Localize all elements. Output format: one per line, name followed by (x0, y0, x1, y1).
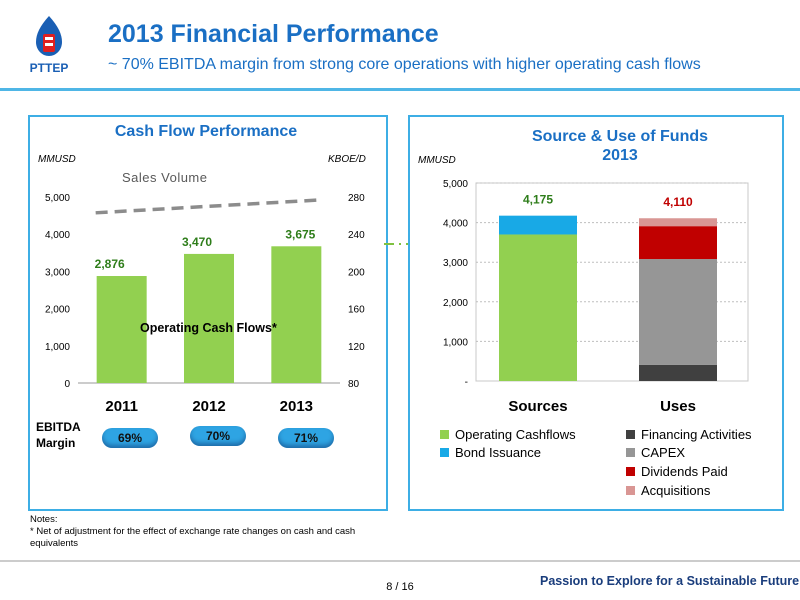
ocf-bar-2012 (184, 253, 234, 383)
left-axis-tick-3: 3,000 (45, 267, 70, 278)
ebitda-margin-2013: 71% (278, 428, 334, 448)
uses-segment-dividends-paid (639, 226, 717, 260)
ebitda-margin-2012: 70% (190, 426, 246, 446)
left-axis-tick-5: 5,000 (45, 193, 70, 204)
pttep-logo: PTTEP (30, 16, 69, 75)
left-axis-tick-0: 0 (64, 379, 70, 390)
header-divider (0, 88, 800, 91)
source-use-title: Source & Use of Funds 2013 (470, 127, 770, 165)
uses-segment-capex (639, 259, 717, 365)
legend-item-acquisitions: Acquisitions (626, 483, 710, 498)
legend-item-financing-activities: Financing Activities (626, 427, 752, 442)
ebitda-margin-label: EBITDA Margin (36, 419, 81, 451)
logo-text: PTTEP (30, 61, 69, 75)
page-title: 2013 Financial Performance (108, 20, 439, 48)
legend-item-bond-issuance: Bond Issuance (440, 445, 541, 460)
ebitda-margin-2011: 69% (102, 428, 158, 448)
legend-label-dividends-paid: Dividends Paid (641, 464, 728, 479)
legend-swatch-capex (626, 448, 635, 457)
notes-heading: Notes: (30, 514, 58, 525)
sales-volume-line (95, 198, 323, 215)
cash-flow-chart: 0 1,000 2,000 3,000 4,000 5,000 80 120 160 200 240… (45, 193, 365, 390)
legend-swatch-financing-activities (626, 430, 635, 439)
legend-item-operating-cashflows: Operating Cashflows (440, 427, 576, 442)
left-axis-tick-2: 2,000 (45, 305, 70, 316)
operating-cash-flows-label: Operating Cash Flows* (140, 321, 277, 335)
legend-swatch-dividends-paid (626, 467, 635, 476)
y-axis-tick-1: 1,000 (443, 337, 468, 348)
legend-label-operating-cashflows: Operating Cashflows (455, 427, 576, 442)
y-axis-tick-3: 3,000 (443, 258, 468, 269)
sources-segment-bond-issuance (499, 215, 577, 235)
source-use-title-line1: Source & Use of Funds (531, 128, 709, 145)
notes: Notes: * Net of adjustment for the effec… (30, 514, 390, 550)
category-label-2013: 2013 (279, 398, 314, 415)
sales-volume-label: Sales Volume (122, 170, 208, 185)
legend-swatch-acquisitions (626, 486, 635, 495)
y-axis-tick-2: 2,000 (443, 298, 468, 309)
left-axis-tick-4: 4,000 (45, 230, 70, 241)
right-axis-unit: KBOE/D (328, 154, 366, 165)
ocf-value-2011: 2,876 (95, 257, 125, 271)
ebitda-label-line2: Margin (36, 436, 76, 450)
legend-label-acquisitions: Acquisitions (641, 483, 711, 498)
right-axis-tick-3: 200 (348, 267, 365, 278)
uses-segment-acquisitions (639, 218, 717, 227)
category-label-2012: 2012 (192, 398, 226, 415)
uses-segment-financing-activities (639, 364, 717, 381)
legend-item-dividends-paid: Dividends Paid (626, 464, 728, 479)
y-axis-tick-0: - (465, 377, 468, 388)
right-axis-tick-0: 80 (348, 379, 360, 390)
right-axis-tick-4: 240 (348, 230, 365, 241)
right-axis-tick-2: 160 (348, 305, 365, 316)
total-label-uses: 4,110 (663, 195, 693, 209)
legend-swatch-operating-cashflows (440, 430, 449, 439)
source-use-panel: Source & Use of Funds 2013 MMUSD - 1,000 2… (408, 115, 784, 511)
cash-flow-title: Cash Flow Performance (114, 123, 298, 140)
legend-label-financing-activities: Financing Activities (641, 427, 752, 442)
right-axis-tick-1: 120 (348, 342, 365, 353)
legend-label-capex: CAPEX (641, 445, 686, 460)
right-axis-tick-5: 280 (348, 193, 365, 204)
sources-segment-operating-cashflows (499, 234, 577, 381)
cash-flow-panel: Cash Flow Performance MMUSD KBOE/D Sales… (28, 115, 388, 511)
total-label-sources: 4,175 (523, 193, 553, 207)
y-axis-tick-4: 4,000 (443, 219, 468, 230)
category-label-2011: 2011 (105, 398, 138, 415)
ebitda-label-line1: EBITDA (36, 420, 81, 434)
ocf-value-2013: 3,675 (285, 227, 315, 241)
category-label-sources: Sources (508, 398, 567, 415)
source-use-chart: - 1,000 2,000 3,000 4,000 5,000 4,175 Sources 4,… (443, 179, 749, 415)
source-use-unit: MMUSD (418, 155, 456, 166)
left-axis-tick-1: 1,000 (45, 342, 70, 353)
category-label-uses: Uses (660, 398, 696, 415)
left-axis-unit: MMUSD (38, 154, 76, 165)
page-subtitle: ~ 70% EBITDA margin from strong core ope… (108, 56, 701, 73)
footer-divider (0, 560, 800, 562)
ocf-bar-2011 (96, 276, 147, 383)
legend-swatch-bond-issuance (440, 448, 449, 457)
source-use-title-line2: 2013 (602, 147, 638, 164)
page-number: 8 / 16 (386, 581, 414, 593)
y-axis-tick-5: 5,000 (443, 179, 468, 190)
footer-tagline: Passion to Explore for a Sustainable Fut… (540, 574, 800, 588)
ocf-value-2012: 3,470 (182, 235, 212, 249)
notes-text: * Net of adjustment for the effect of ex… (30, 526, 356, 549)
legend-label-bond-issuance: Bond Issuance (455, 445, 542, 460)
legend-item-capex: CAPEX (626, 445, 685, 460)
ocf-bar-2013 (271, 246, 322, 383)
